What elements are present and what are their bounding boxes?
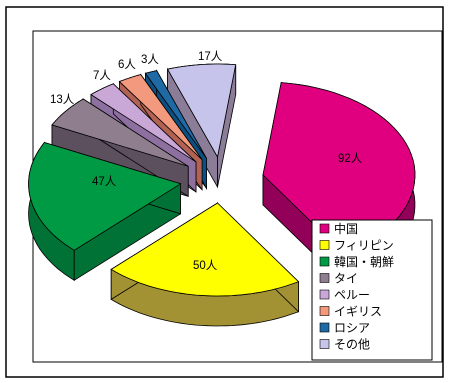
legend-item-other: その他 (319, 338, 370, 352)
data-label-russia: 3人 (141, 53, 159, 66)
legend-swatch-philippines (319, 240, 330, 250)
slice-korea (28, 141, 182, 282)
legend-swatch-russia (319, 322, 330, 333)
data-label-peru: 7人 (93, 69, 111, 82)
slice-uk-top (118, 74, 203, 160)
legend-item-peru: ペルー (319, 288, 370, 302)
legend-label-russia: ロシア (334, 321, 370, 335)
legend-swatch-korea (319, 256, 330, 267)
legend-swatch-uk (319, 306, 330, 316)
legend-label-china: 中国 (334, 221, 358, 236)
legend-item-thailand: タイ (319, 272, 358, 286)
legend-label-thailand: タイ (334, 272, 358, 286)
data-label-other: 17人 (198, 50, 223, 63)
slice-other-top (166, 63, 237, 159)
data-label-china: 92人 (338, 152, 363, 165)
legend-item-china: 中国 (319, 221, 358, 236)
legend-label-uk: イギリス (334, 305, 382, 319)
slice-philippines-top (110, 202, 300, 297)
legend-label-korea: 韓国・朝鮮 (334, 255, 394, 269)
data-label-thailand: 13人 (50, 93, 75, 106)
data-label-korea: 47人 (92, 175, 117, 188)
legend-item-philippines: フィリピン (319, 239, 394, 253)
legend-swatch-peru (319, 289, 330, 300)
data-label-philippines: 50人 (193, 259, 218, 272)
legend-label-other: その他 (334, 338, 370, 352)
legend-swatch-other (319, 339, 330, 349)
legend-item-russia: ロシア (319, 321, 370, 335)
legend-label-peru: ペルー (334, 288, 370, 302)
legend-item-uk: イギリス (319, 305, 382, 319)
legend-swatch-china (319, 223, 330, 234)
legend-box (311, 219, 433, 361)
slice-peru-top (90, 83, 197, 163)
slice-korea-top (28, 142, 182, 251)
legend-item-korea: 韓国・朝鮮 (319, 255, 394, 269)
legend-label-philippines: フィリピン (334, 239, 394, 253)
data-labels: 92人 50人 47人 13人 7人 6人 3人 17人 (50, 50, 363, 272)
legend-swatch-thailand (319, 273, 330, 283)
slice-other (166, 63, 237, 189)
slice-thailand-top (51, 98, 189, 167)
slice-philippines (110, 202, 300, 327)
slice-russia-top (144, 70, 207, 159)
data-label-uk: 6人 (118, 58, 136, 71)
